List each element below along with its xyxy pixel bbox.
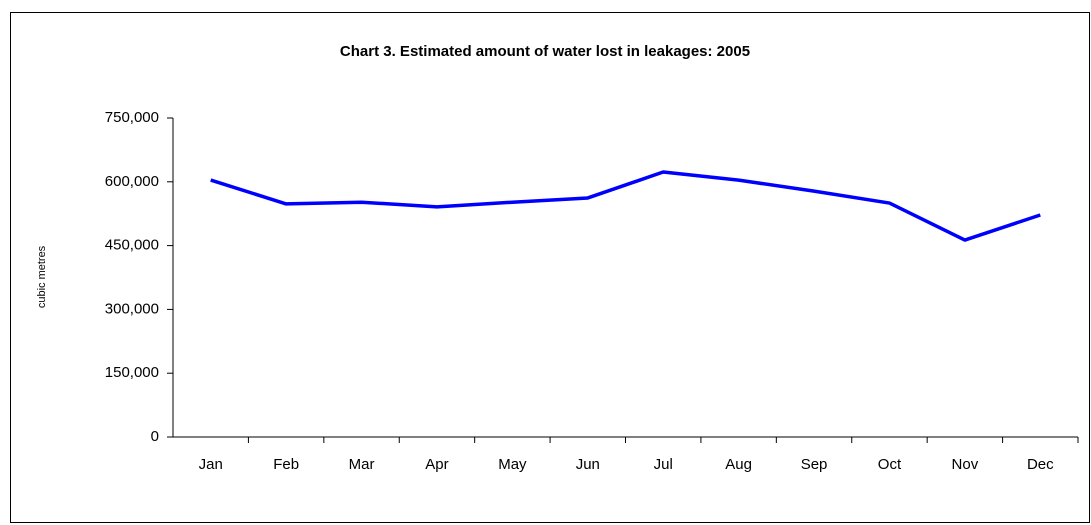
x-tick-label: Mar: [349, 456, 375, 473]
x-tick-label: Apr: [425, 456, 448, 473]
x-tick-label: Dec: [1027, 456, 1054, 473]
y-tick-label: 300,000: [105, 300, 159, 317]
x-tick-label: Feb: [273, 456, 299, 473]
x-tick-label: Oct: [878, 456, 902, 473]
x-tick-label: Jun: [576, 456, 600, 473]
x-tick-label: May: [498, 456, 527, 473]
y-axis-label: cubic metres: [36, 245, 48, 308]
chart-border: [10, 12, 1090, 523]
y-tick-label: 0: [151, 428, 159, 445]
x-tick-label: Jul: [654, 456, 673, 473]
x-tick-label: Jan: [199, 456, 223, 473]
y-tick-label: 750,000: [105, 109, 159, 126]
x-tick-label: Aug: [725, 456, 752, 473]
y-tick-label: 600,000: [105, 173, 159, 190]
x-tick-label: Nov: [952, 456, 979, 473]
chart-title: Chart 3. Estimated amount of water lost …: [340, 43, 750, 60]
y-tick-label: 150,000: [105, 364, 159, 381]
x-tick-label: Sep: [801, 456, 828, 473]
data-line: [210, 170, 1041, 242]
y-tick-label: 450,000: [105, 237, 159, 254]
